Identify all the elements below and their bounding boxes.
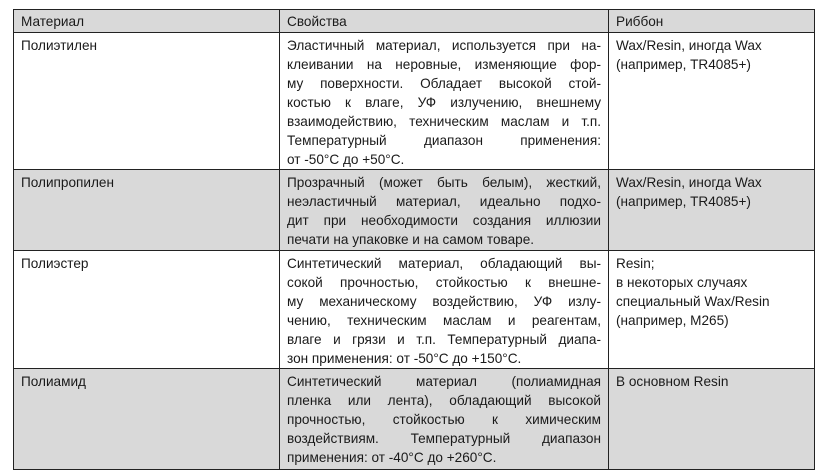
header-material: Материал [13, 9, 280, 33]
properties-cell: Синтетический материал (полиамидная пленк… [279, 368, 609, 470]
properties-line: влаге и грязи и т.п. Температурный диапа… [287, 332, 601, 347]
properties-line: костью к влаге, УФ излучению, внешнему [287, 95, 601, 110]
ribbon-line: в некоторых случаях [616, 275, 748, 290]
properties-cell: Эластичный материал, используется при на… [279, 32, 609, 170]
ribbon-cell: Wax/Resin, иногда Wax (например, TR4085+) [608, 32, 815, 170]
properties-line: зон применения: от -50°C до +150°C. [287, 351, 522, 366]
properties-line: печати на упаковке и на самом товаре. [287, 232, 535, 247]
ribbon-cell: В основном Resin [608, 368, 815, 470]
header-properties: Свойства [279, 9, 609, 33]
table-row: Полипропилен Прозрачный (может быть белым… [13, 169, 815, 251]
material-cell: Полиамид [13, 368, 280, 470]
materials-table: Материал Свойства Риббон Полиэтилен Эласт… [13, 9, 815, 470]
properties-line: клеивании на неровные, изменяющие фор- [287, 57, 601, 72]
properties-line: применения: от -40°C до +260°C. [287, 450, 497, 465]
properties-line: Прозрачный (может быть белым), жесткий, [287, 175, 601, 190]
properties-line: пленка или лента), обладающий высокой [287, 393, 601, 408]
material-cell: Полиэстер [13, 250, 280, 369]
ribbon-line: (например, TR4085+) [616, 194, 751, 209]
properties-line: прочностью, стойкостью к химическим [287, 412, 601, 427]
ribbon-line: (например, TR4085+) [616, 57, 751, 72]
table-row: Полиамид Синтетический материал (полиамид… [13, 368, 815, 470]
properties-line: взаимодействию, техническим маслам и т.п… [287, 114, 601, 129]
properties-line: му механическому воздействию, УФ излу- [287, 294, 601, 309]
properties-line: Температурный диапазон применения: [287, 133, 601, 148]
properties-line: му поверхности. Обладает высокой стой- [287, 76, 601, 91]
properties-line: Синтетический материал (полиамидная [287, 374, 601, 389]
properties-line: сокой прочностью, стойкостью к внешне- [287, 275, 601, 290]
properties-cell: Прозрачный (может быть белым), жесткий, н… [279, 169, 609, 251]
ribbon-line: Wax/Resin, иногда Wax [616, 38, 762, 53]
properties-line: Синтетический материал, обладающий вы- [287, 256, 601, 271]
ribbon-line: (например, M265) [616, 313, 729, 328]
ribbon-line: В основном Resin [616, 374, 729, 389]
properties-cell: Синтетический материал, обладающий вы-со… [279, 250, 609, 369]
table-row: Полиэстер Синтетический материал, обладаю… [13, 250, 815, 369]
ribbon-line: Resin; [616, 256, 655, 271]
material-cell: Полиэтилен [13, 32, 280, 170]
header-ribbon: Риббон [608, 9, 815, 33]
table-row: Полиэтилен Эластичный материал, используе… [13, 32, 815, 170]
properties-line: от -50°C до +50°C. [287, 152, 405, 167]
properties-line: Эластичный материал, используется при на… [287, 38, 601, 53]
ribbon-line: Wax/Resin, иногда Wax [616, 175, 762, 190]
table-header-row: Материал Свойства Риббон [13, 9, 815, 33]
ribbon-cell: Resin; в некоторых случаях специальный Wax… [608, 250, 815, 369]
properties-line: чению, техническим маслам и реагентам, [287, 313, 601, 328]
ribbon-cell: Wax/Resin, иногда Wax (например, TR4085+) [608, 169, 815, 251]
properties-line: дит при необходимости создания иллюзии [287, 213, 601, 228]
ribbon-line: специальный Wax/Resin [616, 294, 770, 309]
properties-line: воздействиям. Температурный диапазон [287, 431, 601, 446]
material-cell: Полипропилен [13, 169, 280, 251]
properties-line: неэластичный материал, идеально подхо- [287, 194, 601, 209]
